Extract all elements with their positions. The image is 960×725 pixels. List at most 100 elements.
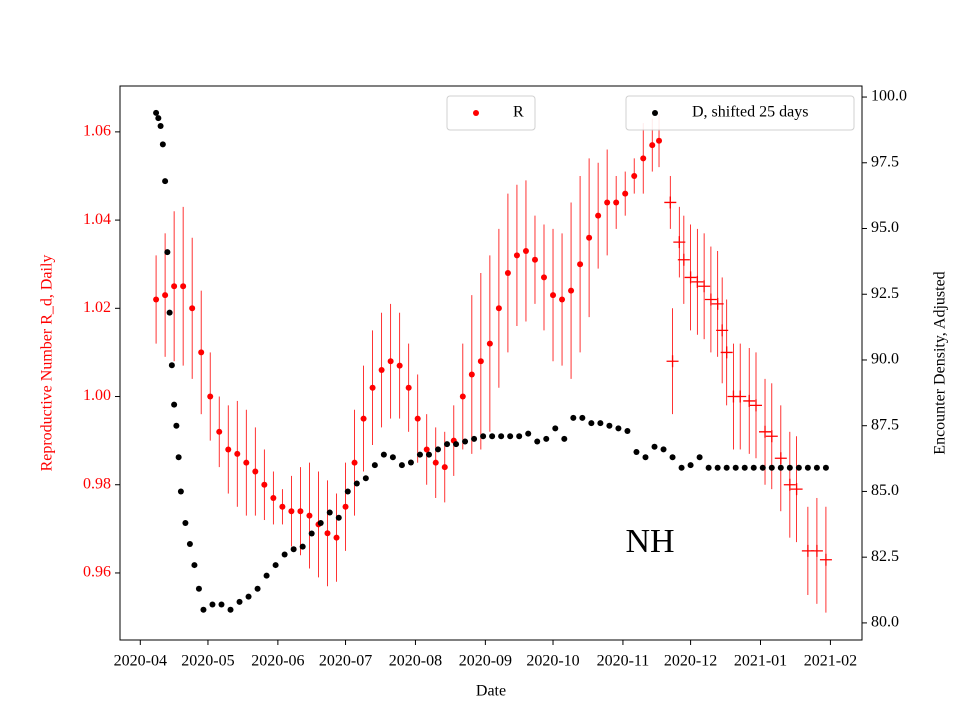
plus-stroke [666,355,679,368]
dot [768,464,775,471]
dot [263,572,270,579]
dot [405,384,412,391]
y2-tick-label: 82.5 [871,548,899,565]
dot [786,464,793,471]
dot [568,287,575,294]
dot [362,475,369,482]
annotation: NH [625,523,674,560]
y2-tick-label: 85.0 [871,482,899,499]
dot [252,468,259,475]
dot [613,199,620,206]
dot [414,415,421,422]
plus-stroke [716,324,729,337]
dot [162,178,169,185]
y2-tick-label: 90.0 [871,351,899,368]
dot [468,371,475,378]
dot [333,534,340,541]
dot [559,296,566,303]
x-axis-label: Date [476,683,506,700]
dot [218,601,225,608]
dot [622,190,629,197]
legend-marker [652,110,658,116]
dot [166,309,173,316]
dot [531,256,538,263]
plus-stroke [684,271,697,284]
plus-stroke [790,483,803,496]
plus-marker [734,390,747,403]
dot [198,349,205,356]
dot [486,340,493,347]
plus-stroke [759,425,772,438]
y2-tick-label: 100.0 [871,88,907,105]
dot [398,462,405,469]
y2-tick-label: 80.0 [871,614,899,631]
dot [696,454,703,461]
dot [604,199,611,206]
plus-stroke [783,478,796,491]
plus-marker [711,297,724,310]
plus-marker [677,253,690,266]
dot [168,362,175,369]
plus-marker [684,271,697,284]
dot [660,446,667,453]
dot [180,283,187,290]
legend-marker [473,110,479,116]
plus-marker [673,236,686,249]
dot [651,443,658,450]
y2-tick-label: 87.5 [871,416,899,433]
dot [279,503,286,510]
dot [588,420,595,427]
plus-stroke [664,196,677,209]
plus-stroke [774,452,787,465]
plus-marker [664,196,677,209]
y-tick-label: 0.98 [83,475,111,492]
dot [633,449,640,456]
plus-stroke [720,346,733,359]
plus-stroke [810,544,823,557]
plus-stroke [698,280,711,293]
dot [495,305,502,312]
dot [272,562,279,569]
dot [171,401,178,408]
dot [656,137,663,144]
plus-marker [704,293,717,306]
dot [209,601,216,608]
dot [380,451,387,458]
dot [444,441,451,448]
dot [423,446,430,453]
plus-marker [759,425,772,438]
dot [513,252,520,259]
dot [177,488,184,495]
dot [615,425,622,432]
plus-stroke [765,430,778,443]
dot [173,422,180,429]
dot [631,172,638,179]
dot [723,464,730,471]
dot [777,464,784,471]
dot [360,415,367,422]
dot [254,585,261,592]
dot [606,422,613,429]
plus-marker [774,452,787,465]
dot [245,593,252,600]
plus-marker [783,478,796,491]
dot [207,393,214,400]
x-tick-label: 2021-02 [804,653,857,670]
dot [371,462,378,469]
x-tick-label: 2020-09 [459,653,512,670]
dot [270,494,277,501]
dot [570,414,577,421]
y2-axis-label: Encounter Density, Adjusted [932,271,949,454]
x-tick-label: 2020-07 [319,653,372,670]
dot [640,155,647,162]
plus-stroke [673,236,686,249]
dot [577,261,584,268]
plus-marker [765,430,778,443]
plus-marker [810,544,823,557]
dot [507,433,514,440]
dot [504,270,511,277]
dot [541,274,547,281]
x-tick-label: 2020-10 [526,653,579,670]
dot [586,234,593,241]
x-tick-label: 2020-12 [664,653,717,670]
